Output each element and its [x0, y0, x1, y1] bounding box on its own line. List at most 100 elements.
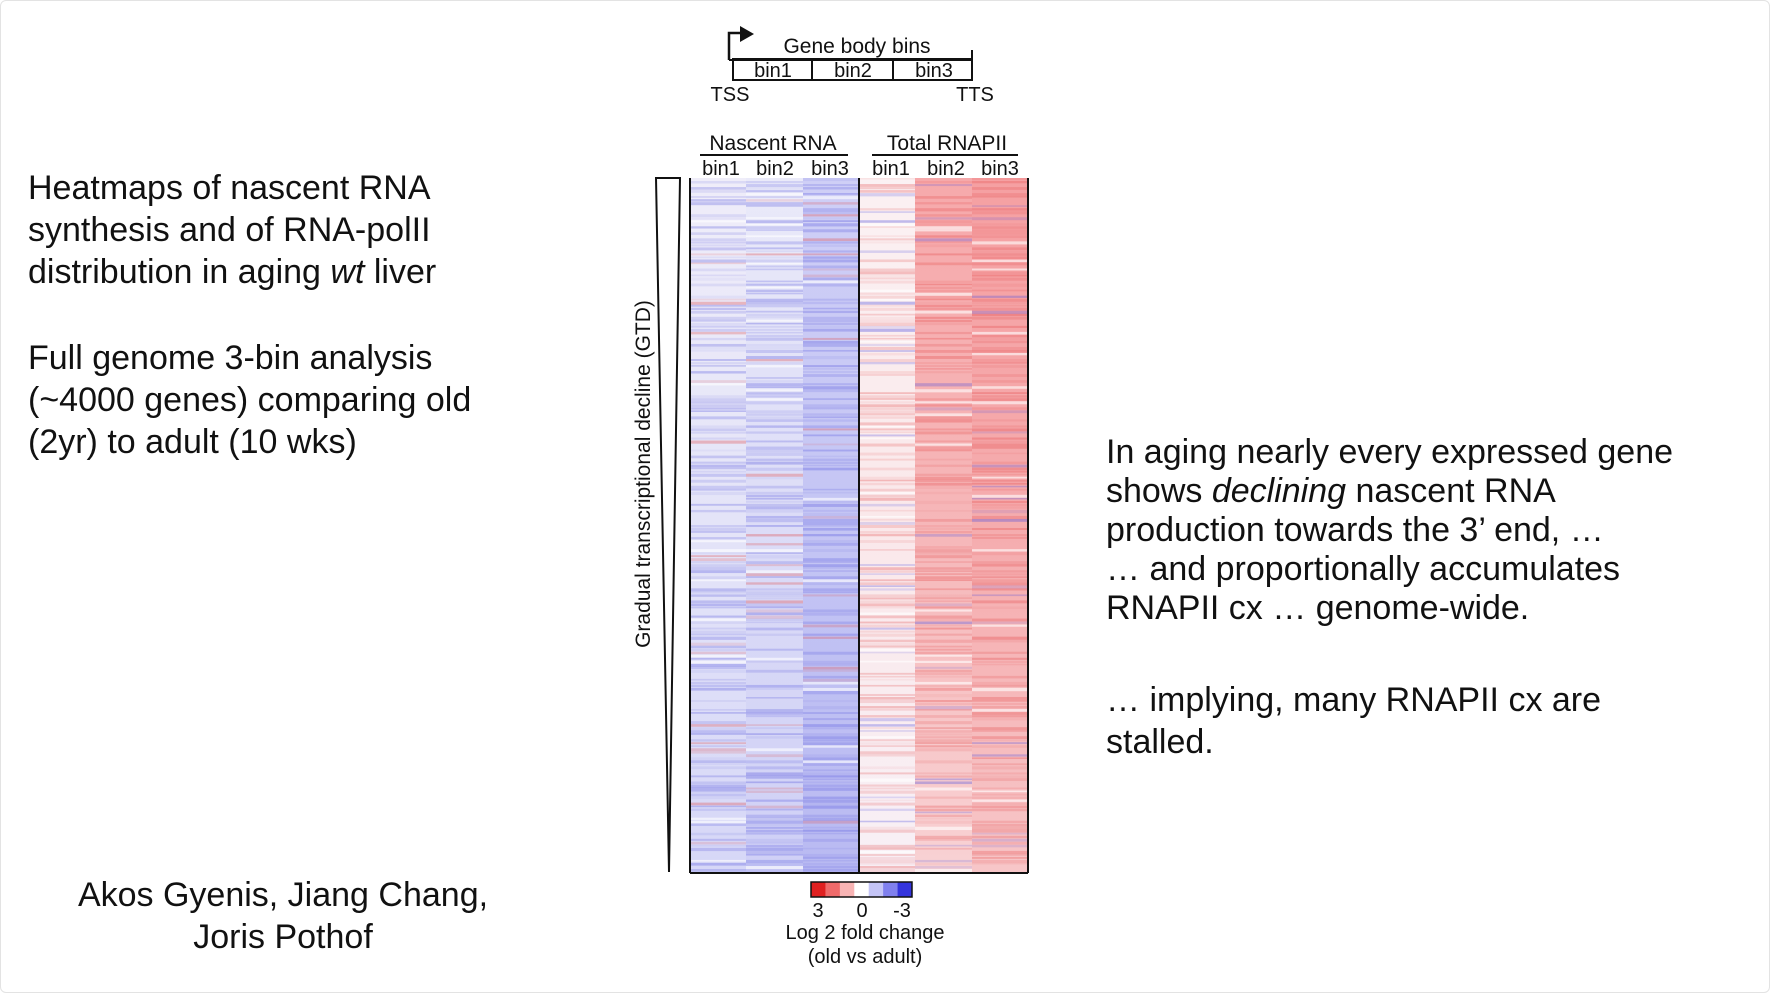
gene-row-cell	[972, 187, 1028, 190]
gene-row-cell	[860, 343, 915, 347]
gene-row-cell	[746, 205, 803, 207]
gene-row-cell	[746, 250, 803, 253]
gene-row-cell	[746, 859, 803, 864]
gene-row-cell	[915, 546, 972, 549]
gene-row-cell	[803, 757, 859, 761]
gene-row-cell	[915, 244, 972, 248]
gene-row-cell	[972, 346, 1028, 351]
gene-row-cell	[860, 208, 915, 211]
summary-line: shows declining nascent RNA	[1106, 472, 1673, 511]
gene-row-cell	[803, 802, 859, 806]
gene-row-cell	[860, 564, 915, 566]
gene-row-cell	[803, 540, 859, 544]
gene-row-cell	[803, 534, 859, 537]
gene-row-cell	[803, 316, 859, 320]
gene-row-cell	[690, 449, 746, 452]
gene-row-cell	[915, 331, 972, 335]
gene-row-cell	[915, 660, 972, 664]
gene-row-cell	[860, 600, 915, 604]
gene-row-cell	[972, 211, 1028, 215]
gene-row-cell	[690, 615, 746, 618]
gene-row-cell	[860, 594, 915, 598]
gene-row-cell	[972, 606, 1028, 610]
gene-row-cell	[972, 796, 1028, 799]
gene-row-cell	[972, 706, 1028, 709]
gene-row-cell	[860, 567, 915, 570]
gene-row-cell	[915, 727, 972, 730]
gene-row-cell	[746, 304, 803, 308]
gene-row-cell	[860, 675, 915, 678]
gene-row-cell	[803, 736, 859, 740]
gene-row-cell	[690, 868, 746, 872]
gene-row-cell	[746, 416, 803, 420]
gene-row-cell	[915, 549, 972, 553]
gene-row-cell	[746, 485, 803, 489]
gene-row-cell	[690, 404, 746, 407]
gene-row-cell	[803, 322, 859, 326]
gene-row-cell	[803, 636, 859, 639]
gene-row-cell	[690, 337, 746, 341]
gene-row-cell	[803, 772, 859, 776]
gene-row-cell	[803, 805, 859, 809]
gene-row-cell	[746, 202, 803, 206]
gene-row-cell	[803, 862, 859, 866]
gene-row-cell	[915, 343, 972, 347]
gene-row-cell	[972, 754, 1028, 757]
gene-row-cell	[915, 594, 972, 598]
gene-row-cell	[803, 196, 859, 200]
gene-row-cell	[746, 518, 803, 523]
gene-row-cell	[915, 491, 972, 495]
gene-row-cell	[690, 485, 746, 489]
gene-row-cell	[746, 322, 803, 325]
gene-row-cell	[972, 178, 1028, 181]
gene-row-cell	[746, 265, 803, 268]
gene-row-cell	[860, 582, 915, 586]
gene-row-cell	[690, 470, 746, 473]
gene-row-cell	[803, 349, 859, 352]
gene-row-cell	[860, 319, 915, 324]
gene-row-cell	[690, 301, 746, 305]
gene-row-cell	[690, 437, 746, 440]
gene-row-cell	[746, 473, 803, 477]
gene-row-cell	[746, 292, 803, 295]
gene-row-cell	[860, 799, 915, 802]
gene-row-cell	[690, 196, 746, 198]
gene-row-cell	[915, 181, 972, 184]
gene-row-cell	[690, 509, 746, 513]
gene-row-cell	[803, 727, 859, 730]
gene-row-cell	[972, 419, 1028, 422]
colorbar-border	[810, 881, 913, 898]
gene-row-cell	[860, 184, 915, 187]
gene-row-cell	[690, 781, 746, 784]
gene-row-cell	[972, 446, 1028, 449]
gene-row-cell	[746, 380, 803, 383]
gene-row-cell	[690, 537, 746, 540]
gene-row-cell	[803, 368, 859, 370]
bin-box	[732, 58, 973, 81]
gene-row-cell	[972, 730, 1028, 732]
colorbar-tick: 0	[856, 900, 867, 922]
gene-row-cell	[860, 624, 915, 628]
gene-row-cell	[803, 356, 859, 360]
gene-row-cell	[690, 832, 746, 836]
gene-row-cell	[746, 431, 803, 434]
gene-row-cell	[746, 808, 803, 811]
gene-row-cell	[803, 211, 859, 215]
gene-row-cell	[915, 778, 972, 781]
gene-row-cell	[972, 687, 1028, 692]
schematic-bin-label: bin3	[915, 60, 953, 82]
gene-row-cell	[972, 241, 1028, 245]
gene-row-cell	[803, 742, 859, 746]
gene-row-cell	[972, 289, 1028, 292]
gene-row-cell	[746, 603, 803, 607]
gene-row-cell	[746, 349, 803, 354]
gene-row-cell	[972, 304, 1028, 307]
gene-row-cell	[746, 458, 803, 461]
tss-arrow-head-icon	[740, 26, 754, 42]
gene-row-cell	[746, 847, 803, 851]
gene-row-cell	[972, 799, 1028, 802]
gene-row-cell	[972, 506, 1028, 509]
gene-row-cell	[690, 407, 746, 410]
gene-row-cell	[803, 712, 859, 714]
gene-row-cell	[915, 739, 972, 743]
